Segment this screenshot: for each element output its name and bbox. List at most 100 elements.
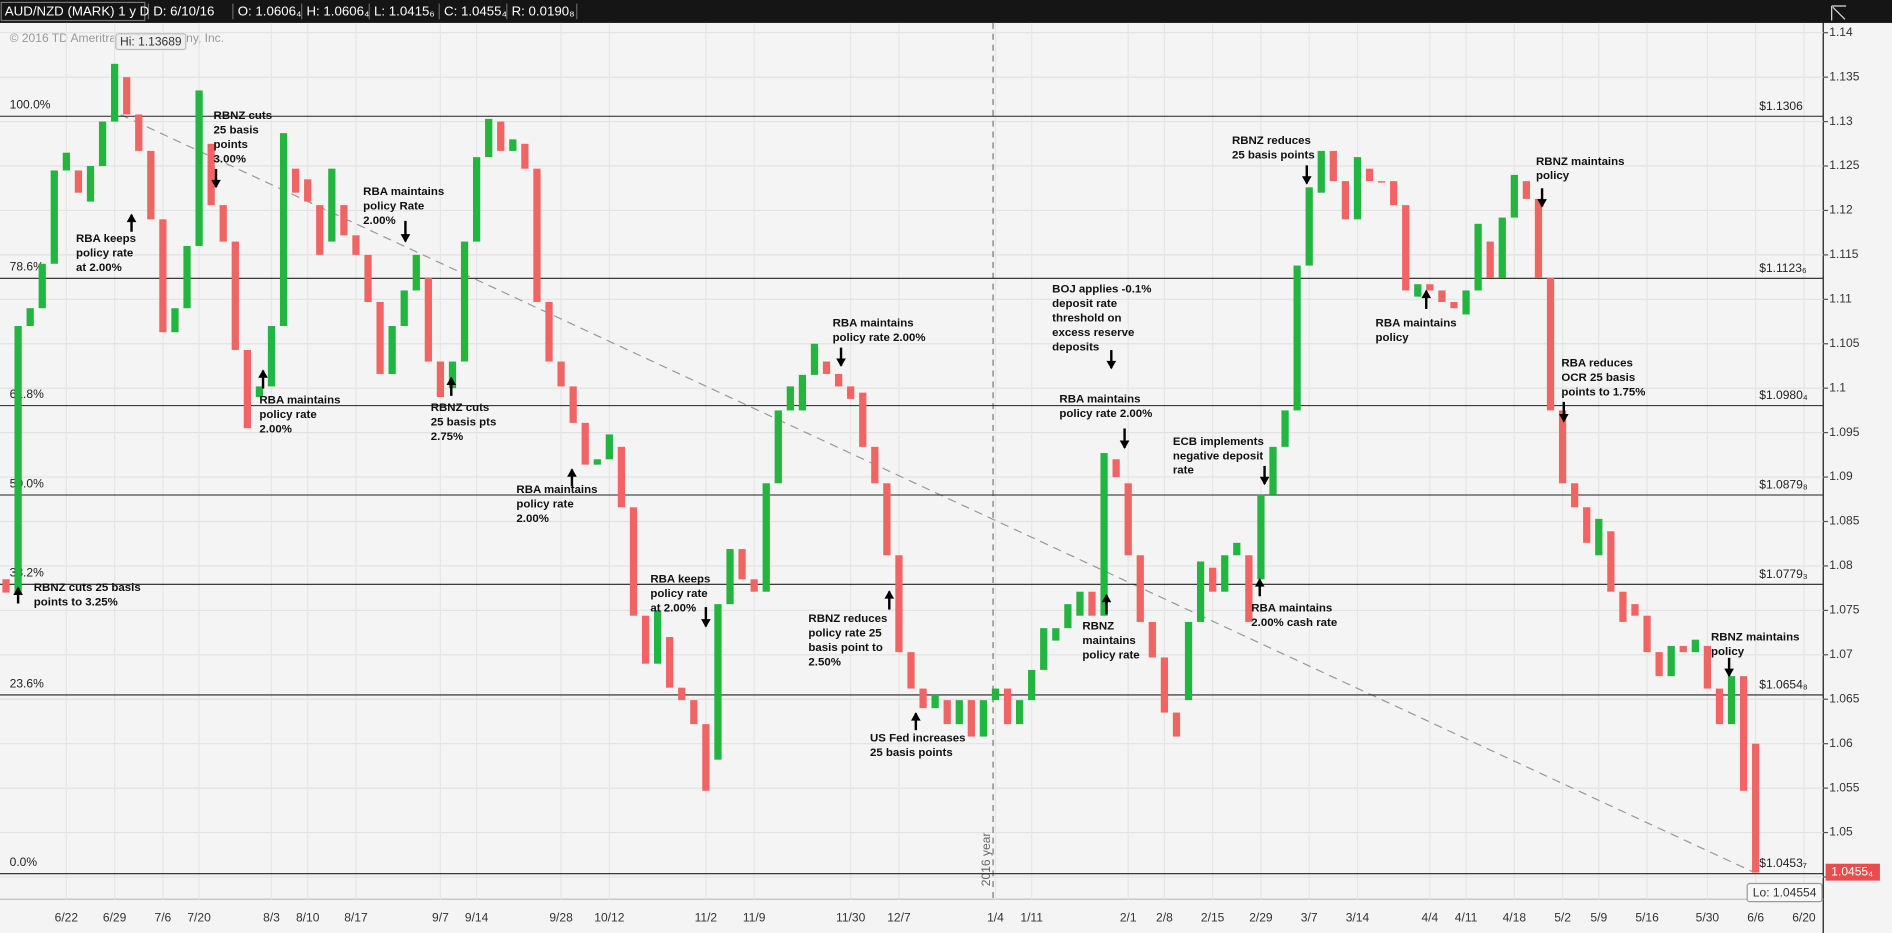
candle xyxy=(1486,241,1494,278)
y-tick-label: 1.125 xyxy=(1829,158,1859,172)
candle xyxy=(267,325,276,387)
candle xyxy=(412,254,420,291)
x-tick-label: 8/17 xyxy=(344,911,368,925)
x-tick-label: 1/4 xyxy=(987,911,1004,925)
header-open: O: 1.0606₄ xyxy=(238,4,302,19)
trend-line xyxy=(120,114,1753,872)
candle xyxy=(774,410,782,484)
annotation-text: 2.00% xyxy=(363,215,395,227)
candle xyxy=(316,205,324,255)
x-tick-label: 5/16 xyxy=(1635,911,1659,925)
candle xyxy=(400,290,408,326)
candle xyxy=(1003,688,1012,725)
annotation-text: RBA maintains xyxy=(516,484,597,496)
arrow-head xyxy=(211,179,221,189)
arrow-head xyxy=(1421,289,1432,299)
x-tick-label: 7/20 xyxy=(187,911,211,925)
x-tick-label: 3/14 xyxy=(1346,911,1370,925)
x-tick-label: 5/30 xyxy=(1696,911,1720,925)
annotation-text: RBNZ xyxy=(1082,620,1114,632)
maximize-icon[interactable] xyxy=(1831,5,1847,21)
annotation-text: deposits xyxy=(1052,342,1099,354)
candle xyxy=(376,301,384,374)
annotation-text: OCR 25 basis xyxy=(1561,372,1635,384)
candle xyxy=(1679,645,1687,653)
fib-price: $1.0654₈ xyxy=(1759,678,1808,692)
candle xyxy=(907,652,915,689)
x-tick-label: 9/28 xyxy=(549,911,573,925)
candle xyxy=(521,143,529,169)
candle xyxy=(1028,669,1036,701)
fib-price: $1.0980₄ xyxy=(1759,388,1808,402)
arrow-head xyxy=(836,358,846,367)
annotation-text: points to 3.25% xyxy=(34,596,118,608)
candle xyxy=(1715,688,1724,725)
candles xyxy=(2,63,1760,873)
candle xyxy=(1546,277,1555,411)
y-tick-label: 1.06 xyxy=(1829,736,1853,750)
candle xyxy=(1558,410,1567,484)
header-bar xyxy=(0,0,1892,23)
annotation-text: policy rate 2.00% xyxy=(833,332,926,344)
candle xyxy=(1076,591,1084,616)
fib-price: $1.1306 xyxy=(1759,99,1803,113)
candle xyxy=(1667,645,1675,677)
candle xyxy=(557,361,565,387)
candle xyxy=(943,700,951,725)
annotation-text: RBA reduces xyxy=(1561,357,1632,369)
candle xyxy=(292,168,300,193)
overlays: 1.0451.051.0551.061.0651.071.0751.081.08… xyxy=(115,25,1880,903)
annotation-text: RBA keeps xyxy=(650,573,710,585)
candle xyxy=(859,392,867,447)
annotation-text: RBA maintains xyxy=(1251,602,1332,614)
candle xyxy=(714,604,722,760)
arrow-head xyxy=(400,234,411,243)
candle xyxy=(219,205,227,242)
candle xyxy=(135,114,143,151)
annotation-text: RBNZ maintains xyxy=(1711,631,1799,643)
header-separators xyxy=(147,3,578,20)
y-tick-label: 1.115 xyxy=(1829,247,1859,261)
x-tick-label: 8/10 xyxy=(296,911,320,925)
annotations: RBNZ cuts 25 basis points to 3.25% RBA kee… xyxy=(13,110,1799,759)
arrow-head xyxy=(1254,578,1265,587)
annotation-text: RBNZ maintains xyxy=(1536,156,1624,168)
y-tick-label: 1.11 xyxy=(1829,292,1852,306)
arrow-head xyxy=(1119,440,1130,449)
annotation-text: policy rate xyxy=(76,247,133,259)
annotation-text: RBA maintains xyxy=(259,395,340,407)
x-tick-label: 6/6 xyxy=(1747,911,1764,925)
header-range: R: 0.0190₈ xyxy=(512,4,575,19)
y-tick-label: 1.135 xyxy=(1829,69,1859,83)
candle xyxy=(1365,168,1374,182)
candle xyxy=(62,152,70,171)
annotation-text: at 2.00% xyxy=(76,262,122,274)
candle xyxy=(1172,712,1181,737)
annotation-text: RBA maintains xyxy=(1376,318,1457,330)
symbol-box[interactable] xyxy=(0,1,146,22)
candle xyxy=(1474,223,1482,291)
candle xyxy=(955,700,963,725)
y-tick-label: 1.07 xyxy=(1829,647,1853,661)
candle xyxy=(1402,205,1410,291)
annotation-text: 2.00% xyxy=(259,424,291,436)
candle xyxy=(1233,542,1241,556)
candle xyxy=(1390,181,1398,206)
candle xyxy=(931,694,939,709)
candle xyxy=(207,143,215,206)
y-tick-label: 1.1 xyxy=(1829,380,1846,394)
candle xyxy=(605,434,613,460)
annotation-text: RBA keeps xyxy=(76,233,136,245)
annotation-text: policy xyxy=(1376,332,1410,344)
candle xyxy=(1377,181,1386,183)
candle xyxy=(1691,639,1699,653)
x-tick-label: 12/7 xyxy=(887,911,911,925)
annotation-text: RBA maintains xyxy=(833,318,914,330)
candle xyxy=(1727,676,1736,725)
candle xyxy=(678,687,686,701)
x-tick-label: 11/30 xyxy=(836,911,866,925)
candle xyxy=(1112,459,1120,478)
annotation-text: RBNZ cuts xyxy=(214,110,273,122)
annotation-text: RBNZ cuts 25 basis xyxy=(34,582,141,594)
